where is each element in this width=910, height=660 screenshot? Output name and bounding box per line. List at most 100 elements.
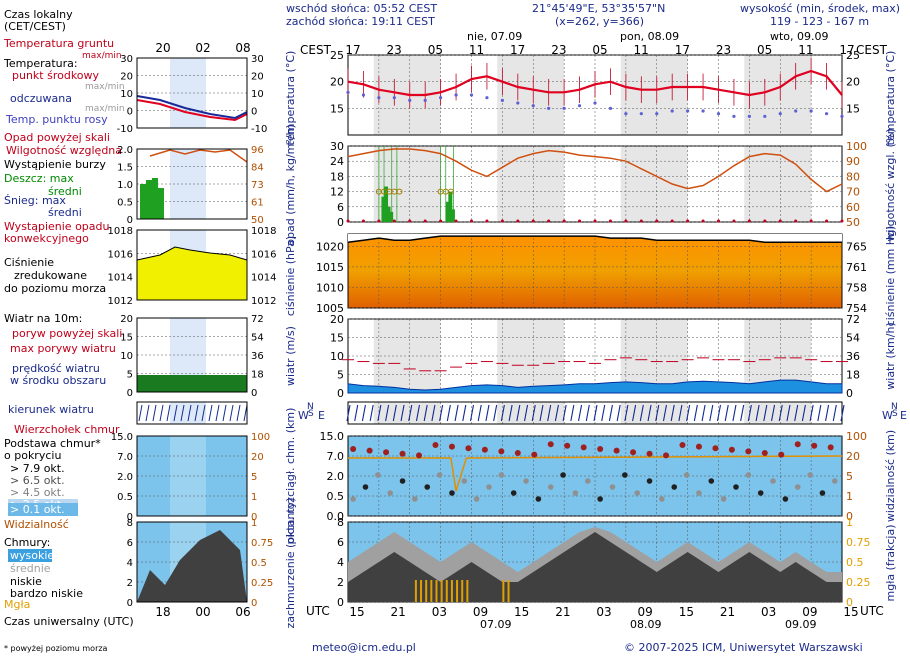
grid-text: (x=262, y=366)	[555, 15, 644, 28]
small-tick-right: 73	[251, 180, 264, 191]
precip-occ-dot	[747, 219, 751, 223]
cov-tick-left: 6	[337, 536, 344, 549]
hour-label-top: 05	[428, 43, 443, 57]
cloud-top-dot	[613, 447, 620, 454]
wind-arrow	[415, 404, 421, 422]
legend-local-time2: (CET/CEST)	[4, 20, 66, 33]
dew-point-dot	[840, 114, 844, 118]
day-2: pon, 08.09	[620, 30, 679, 43]
small-tick-right: 0	[251, 107, 257, 118]
small-bottom-label: 06	[235, 605, 250, 619]
axis-pres-right: ciśnienie (mm Hg)	[884, 226, 897, 327]
wind-arrow	[825, 404, 830, 422]
small-tick-right: 61	[251, 198, 264, 209]
precip-occ-dot	[562, 219, 566, 223]
cloud-top-dot	[712, 445, 719, 452]
hour-label-bottom: 09	[473, 605, 488, 619]
precip-occ-dot	[624, 219, 628, 223]
pres-tick-left: 1010	[316, 281, 344, 294]
wind-arrow	[585, 404, 590, 422]
small-tick-left: 0.5	[117, 492, 133, 503]
wind-arrow	[809, 404, 814, 422]
cloud-top-dot	[350, 446, 357, 452]
small-top-label: 02	[195, 41, 210, 55]
small-bottom-label: 18	[155, 605, 170, 619]
precip-occ-dot	[408, 219, 412, 223]
small-tick-right: 20	[251, 72, 264, 83]
cloud-base-dot	[449, 490, 455, 496]
fog-tick-right: 1	[846, 516, 853, 529]
legend-rain-avg: średni	[48, 185, 82, 198]
legend-gust-max: max porywy wiatru	[10, 342, 116, 355]
small-tick-left: 1012	[108, 296, 133, 307]
small-tick-left: 20	[120, 72, 133, 83]
legend-soil: Temperatura gruntu	[3, 37, 114, 50]
hour-label-top: 05	[757, 43, 772, 57]
small-wind-arrow	[208, 404, 213, 422]
tz-right: CEST	[856, 43, 888, 57]
wind-arrow	[639, 404, 644, 422]
hour-label-top: 23	[716, 43, 731, 57]
wind-arrow	[547, 404, 552, 422]
legend-cl-mid: średnie	[10, 562, 51, 575]
rain-bar	[445, 201, 450, 222]
temp-tick-left: 20	[330, 76, 344, 89]
cloud-top-dot	[728, 446, 735, 453]
hour-label-bottom: 15	[679, 605, 694, 619]
coverage-series: 0 0 2 0.25 4 0.5 6 0.75 8 1	[337, 516, 871, 609]
axis-cov-left: zachmurzenie (oktanty)	[284, 497, 297, 628]
precip-occ-dot	[639, 219, 643, 223]
wind-arrow	[709, 404, 714, 422]
dew-point-dot	[500, 98, 504, 102]
precip-occ-dot	[346, 219, 350, 223]
precip-occ-dot	[825, 219, 829, 223]
small-wind-arrow	[222, 404, 227, 422]
small-tick-right: 1016	[251, 249, 276, 260]
precip-tick-left: 30	[330, 140, 344, 153]
wind-arrow	[817, 404, 822, 422]
small-tick-right: 36	[251, 351, 264, 362]
footer-email[interactable]: meteo@icm.edu.pl	[312, 641, 416, 654]
small-tick-right: 96	[251, 145, 264, 156]
precip-occ-dot	[377, 219, 381, 223]
legend-visibility: Widzialność	[4, 518, 69, 531]
rain-bar	[450, 209, 455, 222]
wind-arrow	[400, 404, 405, 422]
hour-label-top: 11	[634, 43, 649, 57]
cloud-top-dot	[564, 442, 571, 449]
bottom-hour-labels: 15 21 03 09 15 21 03 09 15 21 03 09 15	[349, 605, 858, 619]
fog-tick-right: 0.25	[846, 576, 871, 589]
night-band	[744, 146, 812, 222]
cloud-base-dot	[794, 484, 801, 490]
precip-occ-dot	[840, 219, 844, 223]
wind-arrow	[508, 404, 513, 422]
hour-label-bottom: 21	[720, 605, 735, 619]
small-tick-left: 0	[127, 512, 133, 523]
wind-arrow	[616, 404, 621, 422]
dir-s-right: S	[892, 409, 898, 419]
precip-occ-dot	[454, 219, 458, 223]
axis-temp-right: temperatura (°C)	[884, 51, 897, 146]
small-tick-right: 20	[251, 452, 264, 463]
precip-tick-left: 18	[330, 170, 344, 183]
dew-point-dot	[562, 106, 566, 110]
cov-tick-left: 8	[337, 516, 344, 529]
wind-arrow	[593, 404, 598, 422]
precip-tick-left: 0	[337, 216, 344, 229]
cov-tick-left: 2	[337, 576, 344, 589]
small-tick-left: 15.0	[111, 432, 133, 443]
dew-point-dot	[747, 114, 751, 118]
dew-point-dot	[485, 96, 489, 100]
dew-point-dot	[377, 96, 381, 100]
dew-point-dot	[516, 101, 520, 105]
small-tick-right: -10	[251, 124, 267, 135]
small-wind-arrow	[187, 404, 192, 422]
hour-label-bottom: 21	[391, 605, 406, 619]
small-wind-arrow	[173, 404, 178, 422]
wind-arrow	[840, 404, 845, 422]
small-tick-left: 7.0	[117, 452, 133, 463]
dew-point-dot	[824, 112, 829, 116]
small-tick-left: 0	[127, 388, 133, 399]
legend-clouds: Chmury:	[4, 536, 50, 549]
